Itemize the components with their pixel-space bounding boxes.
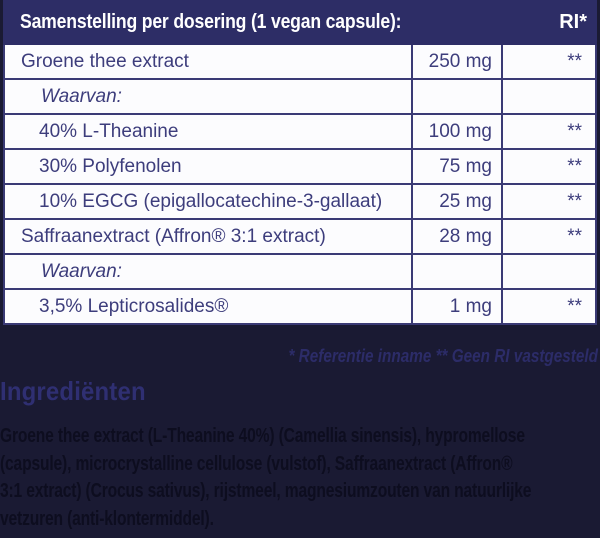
ri-cell: ** — [501, 115, 595, 148]
ingredients-line: (capsule), microcrystalline cellulose (v… — [0, 452, 513, 475]
table-row: Waarvan: — [5, 253, 595, 288]
table-row: 10% EGCG (epigallocatechine-3-gallaat) 2… — [5, 183, 595, 218]
ri-footnote: * Referentie inname ** Geen RI vastgeste… — [288, 346, 598, 366]
ingredients-paragraph: Groene thee extract (L-Theanine 40%) (Ca… — [0, 423, 600, 533]
ingredient-name-cell: Saffraanextract (Affron® 3:1 extract) — [21, 225, 326, 247]
table-row: 3,5% Lepticrosalides® 1 mg ** — [5, 288, 595, 323]
table-row: 30% Polyfenolen 75 mg ** — [5, 148, 595, 183]
composition-title: Samenstelling per dosering (1 vegan caps… — [20, 11, 402, 33]
ingredients-line: Groene thee extract (L-Theanine 40%) (Ca… — [0, 425, 525, 447]
ingredient-name-cell: Waarvan: — [41, 260, 122, 282]
amount-cell: 1 mg — [411, 290, 501, 323]
ingredient-name-cell: 10% EGCG (epigallocatechine-3-gallaat) — [39, 190, 383, 212]
ri-header-label: RI* — [559, 11, 587, 33]
ingredient-name-cell: 3,5% Lepticrosalides® — [39, 295, 229, 317]
table-row: Saffraanextract (Affron® 3:1 extract) 28… — [5, 218, 595, 253]
ri-cell: ** — [501, 185, 595, 218]
amount-cell: 25 mg — [411, 185, 501, 218]
ingredient-name-cell: Groene thee extract — [21, 50, 189, 72]
table-row: 40% L-Theanine 100 mg ** — [5, 113, 595, 148]
table-row: Groene thee extract 250 mg ** — [5, 45, 595, 78]
amount-cell: 75 mg — [411, 150, 501, 183]
table-row: Waarvan: — [5, 78, 595, 113]
ri-cell — [501, 255, 595, 288]
ingredient-name-cell: 30% Polyfenolen — [39, 155, 182, 177]
ri-cell: ** — [501, 150, 595, 183]
ri-cell: ** — [501, 220, 595, 253]
ingredients-line: 3:1 extract) (Crocus sativus), rijstmeel… — [0, 480, 532, 502]
amount-cell: 28 mg — [411, 220, 501, 253]
supplement-table: Samenstelling per dosering (1 vegan caps… — [3, 0, 597, 325]
table-body: Groene thee extract 250 mg ** Waarvan: 4… — [3, 45, 597, 325]
ri-cell: ** — [501, 45, 595, 78]
table-header: Samenstelling per dosering (1 vegan caps… — [3, 0, 597, 45]
amount-cell: 100 mg — [411, 115, 501, 148]
amount-cell — [411, 80, 501, 113]
ingredient-name-cell: 40% L-Theanine — [39, 120, 179, 142]
amount-cell — [411, 255, 501, 288]
ingredient-name-cell: Waarvan: — [41, 85, 122, 107]
amount-cell: 250 mg — [411, 45, 501, 78]
ri-cell: ** — [501, 290, 595, 323]
ingredients-heading: Ingrediënten — [0, 376, 146, 406]
ri-cell — [501, 80, 595, 113]
ingredients-line: vetzuren (anti-klontermiddel). — [0, 507, 214, 530]
